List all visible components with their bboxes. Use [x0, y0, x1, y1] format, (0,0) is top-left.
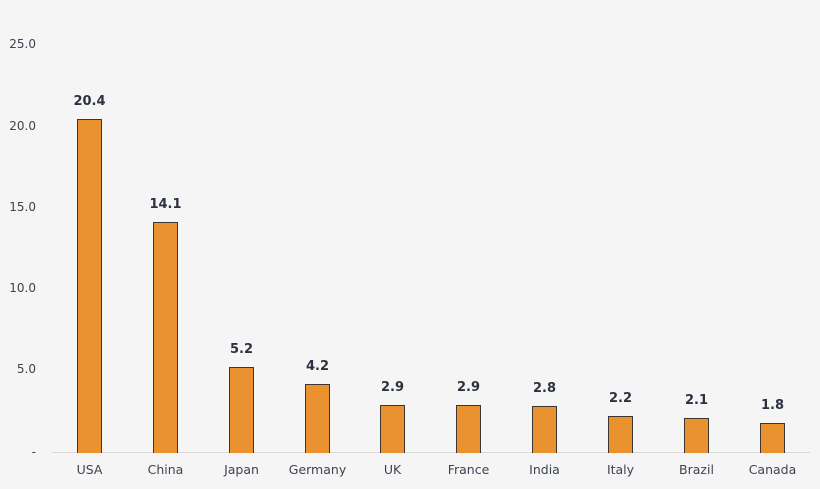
bar-france [456, 405, 481, 453]
value-label-canada: 1.8 [760, 398, 785, 413]
value-label-china: 14.1 [149, 197, 182, 212]
value-label-uk: 2.9 [380, 380, 405, 395]
bar-italy [608, 416, 633, 453]
bar-brazil [684, 418, 709, 453]
x-label-italy: Italy [606, 462, 635, 477]
bar-germany [305, 384, 330, 453]
value-label-italy: 2.2 [608, 391, 633, 406]
x-label-usa: USA [76, 462, 103, 477]
x-label-france: France [447, 462, 490, 477]
value-label-usa: 20.4 [73, 94, 106, 109]
y-tick-5: 5.0 [16, 362, 36, 376]
y-tick-20: 20.0 [9, 119, 36, 133]
y-tick-10: 10.0 [9, 281, 36, 295]
bar-uk [380, 405, 405, 453]
value-label-japan: 5.2 [229, 342, 254, 357]
y-tick-15: 15.0 [9, 200, 36, 214]
x-label-india: India [529, 462, 560, 477]
x-axis-line [52, 452, 810, 453]
bar-japan [229, 367, 254, 453]
x-label-japan: Japan [224, 462, 259, 477]
y-tick-25: 25.0 [9, 37, 36, 51]
bar-usa [77, 119, 102, 453]
x-label-uk: UK [383, 462, 402, 477]
value-label-brazil: 2.1 [684, 393, 709, 408]
value-label-india: 2.8 [532, 381, 557, 396]
x-label-china: China [147, 462, 184, 477]
bar-india [532, 406, 557, 453]
x-label-brazil: Brazil [679, 462, 714, 477]
y-tick-0: - [31, 445, 36, 459]
x-label-germany: Germany [288, 462, 347, 477]
value-label-germany: 4.2 [305, 359, 330, 374]
bar-canada [760, 423, 785, 453]
bar-china [153, 222, 178, 453]
value-label-france: 2.9 [456, 380, 481, 395]
x-label-canada: Canada [748, 462, 797, 477]
